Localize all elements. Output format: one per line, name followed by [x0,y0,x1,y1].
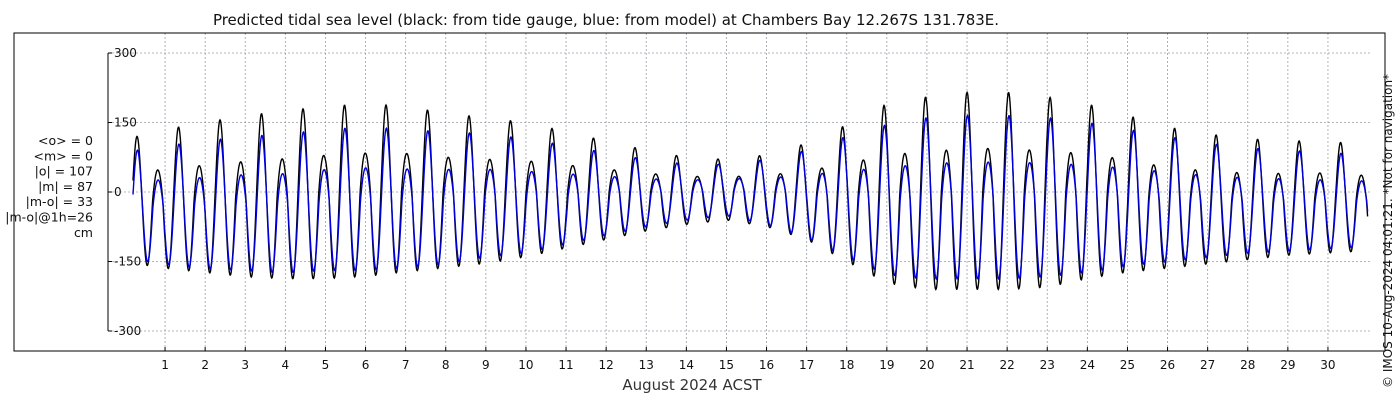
x-tick-label: 5 [322,358,330,372]
x-tick-label: 13 [639,358,654,372]
stat-line: |m| = 87 [38,179,93,194]
x-tick-label: 21 [959,358,974,372]
x-tick-label: 9 [482,358,490,372]
stat-line: cm [74,225,93,240]
stat-line: |m-o| = 33 [26,194,93,209]
series-line-tide-gauge [132,90,1369,291]
y-tick-label: 300 [114,46,137,60]
x-tick-label: 6 [362,358,370,372]
x-tick-label: 15 [719,358,734,372]
x-tick-label: 1 [161,358,169,372]
chart-title: Predicted tidal sea level (black: from t… [213,11,999,29]
grid-layer [108,33,1370,351]
x-tick-label: 4 [282,358,290,372]
x-tick-label: 29 [1280,358,1295,372]
y-tick-label: 150 [114,116,137,130]
y-tick-label: -150 [114,255,141,269]
stat-line: <m> = 0 [34,148,94,163]
x-tick-label: 19 [879,358,894,372]
x-tick-label: 11 [558,358,573,372]
stat-line: <o> = 0 [38,133,93,148]
x-tick-label: 10 [518,358,533,372]
x-tick-label: 3 [241,358,249,372]
x-tick-label: 18 [839,358,854,372]
x-tick-label: 20 [919,358,934,372]
x-tick-label: 24 [1080,358,1095,372]
x-tick-label: 12 [599,358,614,372]
stats-panel: <o> = 0<m> = 0|o| = 107|m| = 87|m-o| = 3… [5,133,93,240]
y-tick-label: -300 [114,324,141,338]
x-tick-label: 23 [1040,358,1055,372]
copyright-notice: © IMOS 10-Aug-2024 04:01:21. *Not for na… [1381,74,1395,388]
series-line-model [132,114,1369,281]
x-tick-label: 22 [1000,358,1015,372]
x-tick-label: 17 [799,358,814,372]
x-tick-label: 26 [1160,358,1175,372]
x-tick-label: 8 [442,358,450,372]
x-tick-label: 7 [402,358,410,372]
x-tick-label: 27 [1200,358,1215,372]
x-tick-label: 14 [679,358,694,372]
y-tick-label: 0 [114,185,122,199]
x-axis-label: August 2024 ACST [622,376,762,394]
stat-line: |m-o|@1h=26 [5,210,93,225]
stat-line: |o| = 107 [35,164,93,179]
x-tick-label: 30 [1320,358,1335,372]
x-tick-label: 2 [201,358,209,372]
x-tick-label: 28 [1240,358,1255,372]
x-tick-label: 25 [1120,358,1135,372]
x-tick-label: 16 [759,358,774,372]
plot-frame [13,32,1386,352]
series-layer [132,90,1369,291]
